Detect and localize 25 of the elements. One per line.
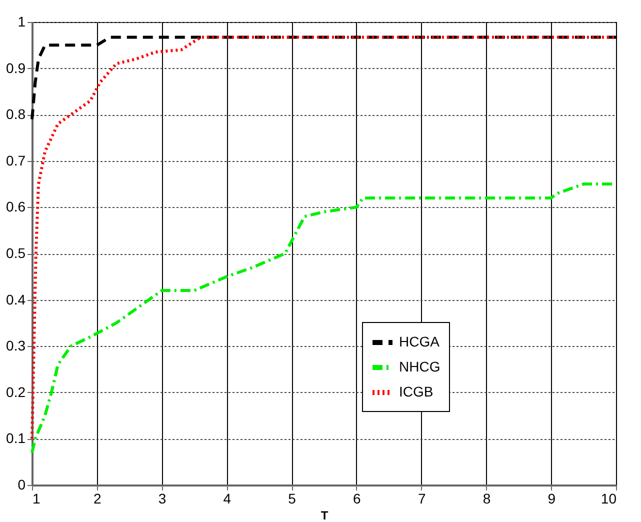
x-tick-label: 3 <box>158 490 166 506</box>
y-tick-label: 0.5 <box>6 245 26 261</box>
y-tick-label: 0.6 <box>6 198 26 215</box>
y-tick-label: 0.1 <box>6 430 26 446</box>
x-tick-label: 9 <box>548 490 556 506</box>
x-tick-label: 2 <box>93 490 102 506</box>
x-tick-label: 5 <box>288 490 296 506</box>
y-tick-label: 0.2 <box>6 384 26 400</box>
legend-label: NHCG <box>399 358 440 374</box>
x-tick-label: 4 <box>223 490 232 506</box>
y-tick-label: 0.4 <box>6 291 26 308</box>
x-axis-title: T <box>320 508 329 522</box>
y-tick-label: 0.8 <box>6 106 26 122</box>
y-tick-label: 0.7 <box>6 152 26 168</box>
y-tick-label: 0.9 <box>6 60 26 76</box>
x-tick-label: 10 <box>600 490 617 506</box>
legend-label: ICGB <box>399 384 434 400</box>
y-tick-label: 1 <box>18 14 26 30</box>
y-tick-label: 0.3 <box>6 338 26 354</box>
legend-label: HCGA <box>399 334 440 350</box>
x-tick-label: 7 <box>418 490 426 506</box>
x-tick-label: 1 <box>32 490 40 506</box>
y-tick-label: 0 <box>18 476 26 492</box>
x-tick-label: 6 <box>353 490 362 506</box>
x-tick-label: 8 <box>482 490 491 506</box>
